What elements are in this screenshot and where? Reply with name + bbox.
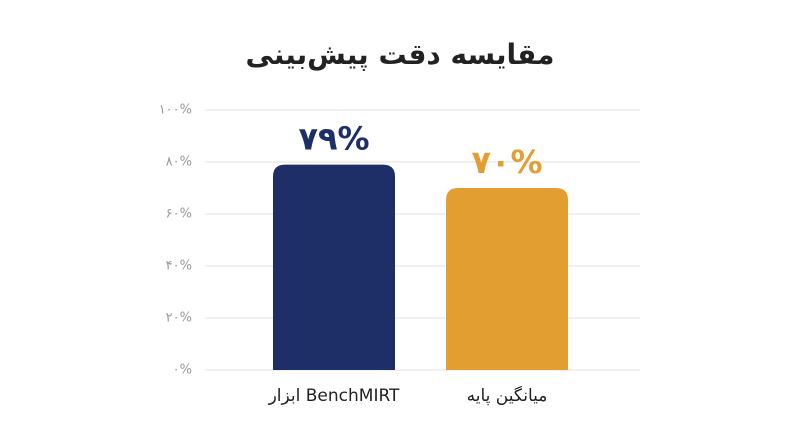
- bar: [446, 188, 568, 370]
- y-tick-label: ۶۰%: [166, 207, 192, 222]
- x-tick-label: میانگین پایه: [467, 385, 548, 406]
- chart-title: مقایسه دقت پیش‌بینی: [245, 38, 554, 71]
- x-tick-label: ابزار BenchMIRT: [268, 386, 400, 406]
- y-tick-label: ۲۰%: [166, 311, 192, 326]
- y-tick-label: ۴۰%: [166, 259, 192, 274]
- data-label: ۷۹%: [298, 120, 369, 158]
- data-label: ۷۰%: [471, 143, 542, 181]
- bar: [273, 164, 395, 370]
- y-tick-label: ۸۰%: [166, 155, 192, 170]
- y-tick-label: ۰%: [173, 363, 192, 378]
- y-tick-label: ۱۰۰%: [159, 103, 192, 118]
